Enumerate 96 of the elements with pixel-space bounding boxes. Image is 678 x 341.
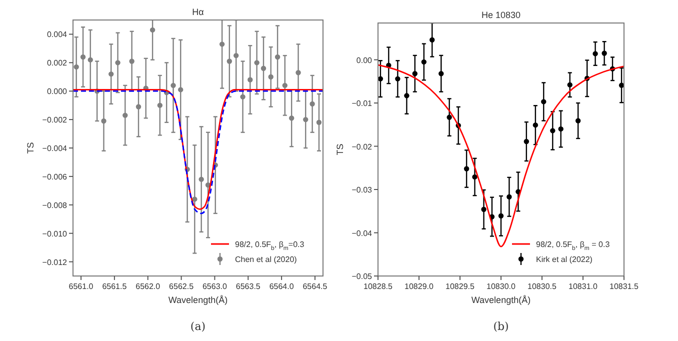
point [303,116,308,122]
x-axis-title: Wavelength(Å) [168,295,228,305]
point [234,52,239,58]
y-tick-label: −0.01 [352,99,373,108]
point [438,71,444,76]
point [226,58,232,64]
point [80,54,86,60]
point [274,54,280,60]
point [178,87,184,92]
text: (b) [493,320,509,333]
point [288,116,294,121]
x-tick-label: 10828.5 [364,282,394,291]
x-tick-label: 10831.0 [568,282,598,291]
y-tick-label: −0.04 [352,228,373,238]
point [198,176,204,182]
point [481,206,486,212]
point [378,76,384,82]
y-tick-label: −0.05 [352,272,373,281]
point [157,102,162,108]
point [310,101,315,107]
point [282,82,288,88]
point [260,66,266,71]
point [88,57,93,62]
point [192,196,198,202]
legend-label: Chen et al (2020) [235,255,298,264]
x-tick-label: 6564.0 [269,282,294,291]
point [506,194,512,200]
point [421,59,427,65]
point [74,64,79,70]
y-axis-title: TS [335,144,345,156]
y-axis-title: TS [25,142,36,154]
x-tick-label: 6563.5 [236,282,261,291]
point [136,104,142,110]
point [550,128,556,134]
point [108,71,114,77]
y-tick-label: −0.004 [42,144,68,153]
point [602,50,607,56]
chart-title: He 10830 [481,10,521,20]
x-tick-label: 10831.5 [610,282,640,291]
x-tick-label: 10829.0 [404,282,434,291]
point [618,82,624,88]
line-series [378,64,624,248]
y-tick-label: −0.02 [352,142,373,152]
point [592,51,598,56]
y-tick-label: −0.012 [42,258,68,267]
x-tick-label: 10829.5 [446,282,476,291]
point [404,93,410,98]
point [115,60,120,66]
x-tick-label: 10830.5 [528,282,558,291]
point [430,37,435,42]
chart-title: Hα [192,7,204,17]
point [541,99,546,104]
point [122,112,128,118]
point [219,42,225,47]
point [472,174,478,180]
point [316,120,322,125]
point [150,27,156,33]
point [567,82,572,88]
point [524,138,530,144]
legend-label: Kirk et al (2022) [536,255,593,264]
y-tick-label: −0.006 [42,172,68,182]
x-tick-label: 6561.0 [68,282,94,291]
point [532,122,538,128]
y-tick-label: 0.00 [356,56,373,65]
point [395,76,400,82]
x-tick-label: 6561.5 [102,282,128,291]
point [575,118,581,124]
y-tick-label: −0.008 [42,200,68,210]
x-tick-label: 6563.0 [202,282,228,291]
y-tick-label: −0.002 [42,116,68,125]
y-tick-label: 0.002 [46,58,68,68]
y-tick-label: −0.010 [42,229,68,238]
x-axis-title: Wavelength(Å) [471,295,531,305]
point [240,94,246,100]
y-tick-label: −0.03 [352,186,373,195]
point [296,70,301,76]
y-tick-label: 0.000 [46,87,68,96]
x-tick-label: 6562.5 [169,282,194,291]
legend-label: 98/2, 0.5F$_{b}$, β$_{m}$=0.3 [235,240,305,252]
point [170,82,176,88]
point [129,58,134,64]
point [464,166,470,172]
point [268,74,274,80]
point [412,71,418,76]
text: (a) [190,320,206,333]
y-tick-label: 0.004 [46,30,68,40]
x-tick-label: 6562.0 [136,282,161,291]
x-tick-label: 10830.0 [486,282,516,291]
legend-label: 98/2, 0.5F$_{b}$, β$_{m}$ = 0.3 [536,240,610,252]
point [254,60,260,66]
point [558,126,564,132]
point [446,114,452,120]
point [101,118,106,124]
x-tick-label: 6564.5 [302,282,328,291]
point [248,77,253,82]
point [498,213,504,218]
